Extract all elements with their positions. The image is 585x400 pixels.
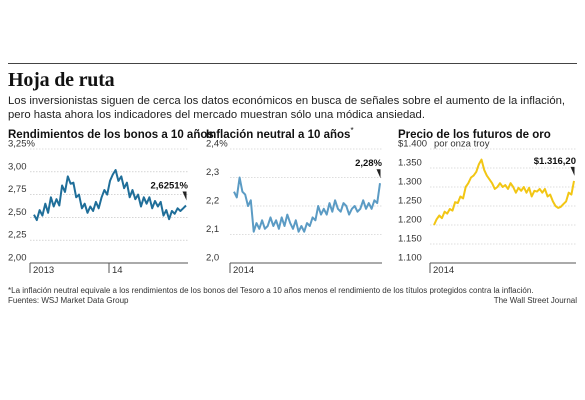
last-value-label: $1.316,20 — [534, 156, 576, 167]
y-tick-label: 1.100 — [398, 253, 422, 264]
y-tick-label: 2,75 — [8, 184, 27, 195]
undefined — [376, 169, 381, 179]
y-tick-label: 1.200 — [398, 215, 422, 226]
x-tick-label: 2014 — [233, 265, 254, 276]
y-tick-label: $1.400 — [398, 139, 427, 150]
chart-title-text: Rendimientos de los bonos a 10 años — [8, 128, 214, 141]
page-subtitle: Los inversionistas siguen de cerca los d… — [8, 95, 566, 121]
y-tick-label: 2,25 — [8, 230, 27, 241]
chart-title-gold-futures: Precio de los futuros de oro — [398, 126, 551, 141]
undefined — [33, 169, 187, 222]
chart-title-breakeven-inflation: Inflación neutral a 10 años* — [206, 126, 354, 141]
y-tick-label: 1.350 — [398, 158, 422, 169]
y-tick-label: 3,25% — [8, 139, 35, 150]
chart-title-bond-yields: Rendimientos de los bonos a 10 años — [8, 126, 214, 141]
y-tick-label: 2,3 — [206, 167, 219, 178]
gold-futures-chart: $1.400 1.350 1.300 1.250 1.200 1.150 1.100 por … — [398, 139, 576, 276]
chart-title-text: Inflación neutral a 10 años — [206, 128, 351, 141]
x-tick-label: 2014 — [433, 265, 454, 276]
page-title: Hoja de ruta — [8, 69, 115, 91]
y-tick-label: 2,1 — [206, 224, 219, 235]
y-tick-label: 2,4% — [206, 139, 228, 150]
last-value-label: 2,28% — [355, 158, 382, 169]
bond-yields-chart: 3,25% 3,00 2,75 2,50 2,25 2,00 2013 14 2,6251% — [8, 139, 189, 277]
sources: Fuentes: WSJ Market Data Group — [8, 296, 129, 305]
y-tick-label: 2,50 — [8, 207, 27, 218]
undefined — [433, 158, 575, 226]
chart-title-text: Precio de los futuros de oro — [398, 128, 551, 141]
undefined — [182, 191, 187, 201]
x-tick-label: 14 — [112, 265, 123, 276]
unit-label: por onza troy — [434, 139, 490, 150]
undefined — [233, 176, 381, 233]
top-rule — [8, 63, 577, 64]
y-tick-label: 2,2 — [206, 196, 219, 207]
y-tick-label: 1.300 — [398, 177, 422, 188]
x-tick-label: 2013 — [33, 265, 54, 276]
y-tick-label: 3,00 — [8, 161, 27, 172]
chart-title-mark: * — [350, 126, 354, 135]
footnote: *La inflación neutral equivale a los ren… — [8, 286, 534, 295]
credit: The Wall Street Journal — [493, 296, 577, 305]
undefined — [570, 166, 575, 176]
y-tick-label: 2,00 — [8, 253, 27, 264]
y-tick-label: 1.250 — [398, 196, 422, 207]
y-tick-label: 1.150 — [398, 234, 422, 245]
y-tick-label: 2,0 — [206, 253, 219, 264]
breakeven-inflation-chart: 2,4% 2,3 2,2 2,1 2,0 2014 2,28% — [206, 139, 383, 277]
last-value-label: 2,6251% — [150, 181, 188, 192]
